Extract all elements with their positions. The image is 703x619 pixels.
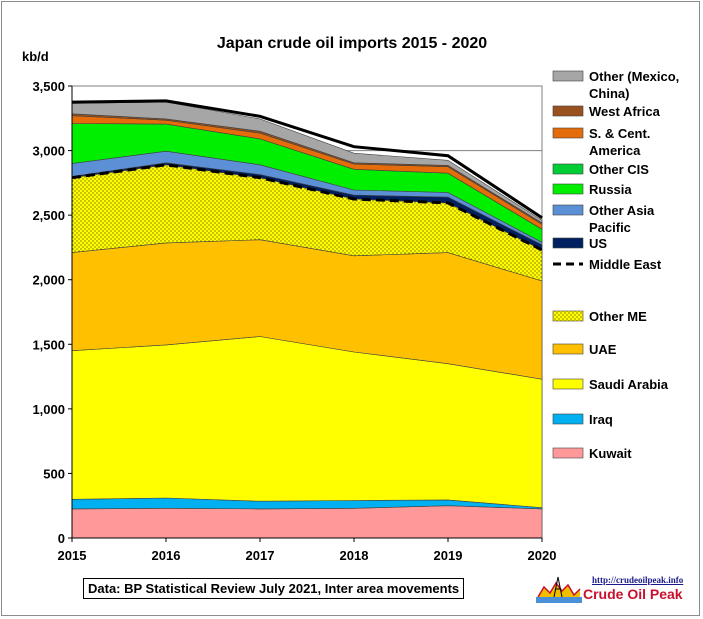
legend-label: Saudi Arabia	[589, 377, 669, 392]
x-tick-label: 2019	[434, 548, 463, 563]
legend-label: S. & Cent.	[589, 126, 650, 141]
y-axis: 0 500 1,000 1,500 2,000 2,500 3,000 3,500	[32, 79, 73, 546]
x-tick-label: 2020	[528, 548, 557, 563]
y-tick-label: 2,000	[32, 273, 65, 288]
legend-swatch	[552, 105, 584, 117]
y-axis-label: kb/d	[22, 49, 49, 64]
legend-label: Kuwait	[589, 446, 632, 461]
legend-item-other-mexico-china: Other (Mexico, China)	[552, 69, 679, 101]
logo-name: Crude Oil Peak	[583, 586, 683, 602]
logo-oil-derrick-icon	[536, 576, 582, 603]
legend-item-other-cis: Other CIS	[552, 162, 649, 177]
legend-swatch	[552, 183, 584, 195]
legend-item-kuwait: Kuwait	[552, 446, 632, 461]
source-note: Data: BP Statistical Review July 2021, I…	[83, 578, 465, 599]
legend-swatch	[552, 343, 584, 355]
legend-swatch	[552, 127, 584, 139]
legend-swatch	[552, 163, 584, 175]
area-other-mexico-china	[71, 101, 543, 224]
total-imports-line	[71, 99, 543, 219]
legend-swatch	[552, 310, 584, 322]
legend-item-west-africa: West Africa	[552, 104, 661, 119]
area-kuwait	[71, 505, 543, 539]
legend-label: Other (Mexico,	[589, 69, 679, 84]
legend-swatch	[552, 413, 584, 425]
legend-label: Other ME	[589, 309, 647, 324]
y-tick-label: 3,500	[32, 79, 65, 94]
legend-label: Middle East	[589, 257, 662, 272]
y-tick-label: 3,000	[32, 144, 65, 159]
legend-item-us: US	[552, 236, 607, 251]
y-tick-label: 2,500	[32, 208, 65, 223]
legend-item-other-me: Other ME	[552, 309, 647, 324]
legend-label: China)	[589, 86, 629, 101]
y-tick-label: 1,000	[32, 402, 65, 417]
crude-oil-peak-logo[interactable]: http://crudeoilpeak.info Crude Oil Peak	[536, 575, 686, 605]
x-axis: 2015 2016 2017 2018 2019 2020	[58, 537, 557, 563]
legend-swatch	[552, 204, 584, 216]
legend-label: Pacific	[589, 220, 631, 235]
legend-label: Other CIS	[589, 162, 649, 177]
legend-swatch	[552, 447, 584, 459]
legend-label: Iraq	[589, 412, 613, 427]
y-tick-label: 0	[58, 531, 65, 546]
middle-east-total-line	[71, 163, 543, 252]
y-tick-label: 1,500	[32, 337, 65, 352]
x-tick-label: 2018	[340, 548, 369, 563]
legend-label: US	[589, 236, 607, 251]
legend-item-iraq: Iraq	[552, 412, 613, 427]
plot-area	[71, 85, 543, 539]
legend-label: America	[589, 143, 641, 158]
legend-item-other-asia-pacific: Other Asia Pacific	[552, 203, 655, 235]
legend-label: Russia	[589, 182, 632, 197]
legend-item-uae: UAE	[552, 342, 617, 357]
chart-title: Japan crude oil imports 2015 - 2020	[217, 35, 487, 52]
x-tick-label: 2017	[246, 548, 275, 563]
legend-swatch	[552, 378, 584, 390]
legend-label: Other Asia	[589, 203, 655, 218]
legend-item-saudi-arabia: Saudi Arabia	[552, 377, 669, 392]
legend-swatch	[552, 70, 584, 82]
legend-item-middle-east: Middle East	[553, 257, 662, 272]
legend-item-s-cent-america: S. & Cent. America	[552, 126, 650, 158]
legend: Other (Mexico, China) West Africa S. & Cent…	[552, 69, 679, 461]
x-tick-label: 2015	[58, 548, 87, 563]
legend-label: West Africa	[589, 104, 661, 119]
legend-swatch	[552, 237, 584, 249]
legend-label: UAE	[589, 342, 617, 357]
logo-url-link[interactable]: http://crudeoilpeak.info	[592, 575, 684, 585]
y-tick-label: 500	[43, 466, 65, 481]
x-tick-label: 2016	[152, 548, 181, 563]
legend-item-russia: Russia	[552, 182, 632, 197]
